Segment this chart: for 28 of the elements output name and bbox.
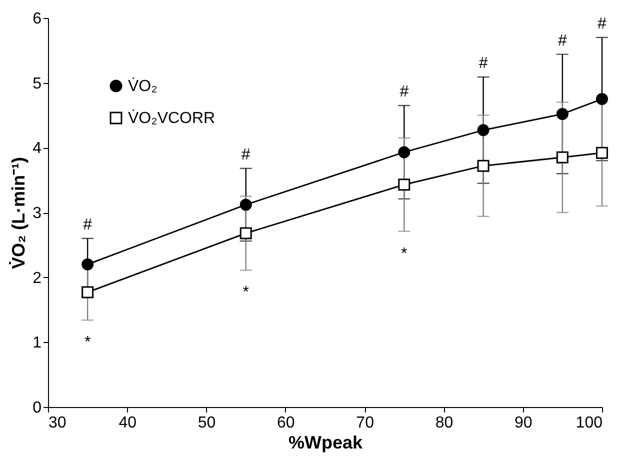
y-tick-label: 0 bbox=[32, 400, 42, 416]
x-tick-label: 30 bbox=[48, 414, 66, 432]
annotation: # bbox=[558, 32, 567, 50]
legend-label: V̇O₂VCORR bbox=[128, 108, 216, 127]
x-axis-title: %Wpeak bbox=[288, 432, 364, 452]
annotation: # bbox=[598, 15, 607, 32]
x-tick-label: 70 bbox=[356, 414, 374, 432]
annotation: * bbox=[401, 245, 408, 262]
y-tick-label: 2 bbox=[32, 270, 42, 287]
x-tick-label: 80 bbox=[435, 414, 454, 432]
annotation: # bbox=[241, 146, 250, 164]
x-tick-label: 60 bbox=[277, 414, 295, 432]
y-tick-label: 6 bbox=[32, 10, 42, 28]
y-axis-title: V̇O₂ (L·min⁻¹) bbox=[8, 157, 29, 269]
x-tick-label: 50 bbox=[198, 414, 216, 432]
annotation: * bbox=[242, 284, 249, 302]
annotation: # bbox=[400, 84, 409, 101]
y-tick-label: 3 bbox=[32, 205, 42, 222]
x-tick-label: 40 bbox=[118, 414, 137, 432]
annotation: # bbox=[83, 216, 92, 234]
annotation: # bbox=[478, 55, 488, 72]
x-tick-label: 100 bbox=[576, 414, 603, 432]
y-tick-label: 5 bbox=[32, 75, 42, 92]
legend-label: V̇O₂ bbox=[128, 76, 158, 95]
y-tick-label: 1 bbox=[32, 334, 42, 352]
y-tick-label: 4 bbox=[32, 140, 42, 158]
x-tick-label: 90 bbox=[514, 414, 532, 432]
annotation: * bbox=[84, 334, 91, 352]
